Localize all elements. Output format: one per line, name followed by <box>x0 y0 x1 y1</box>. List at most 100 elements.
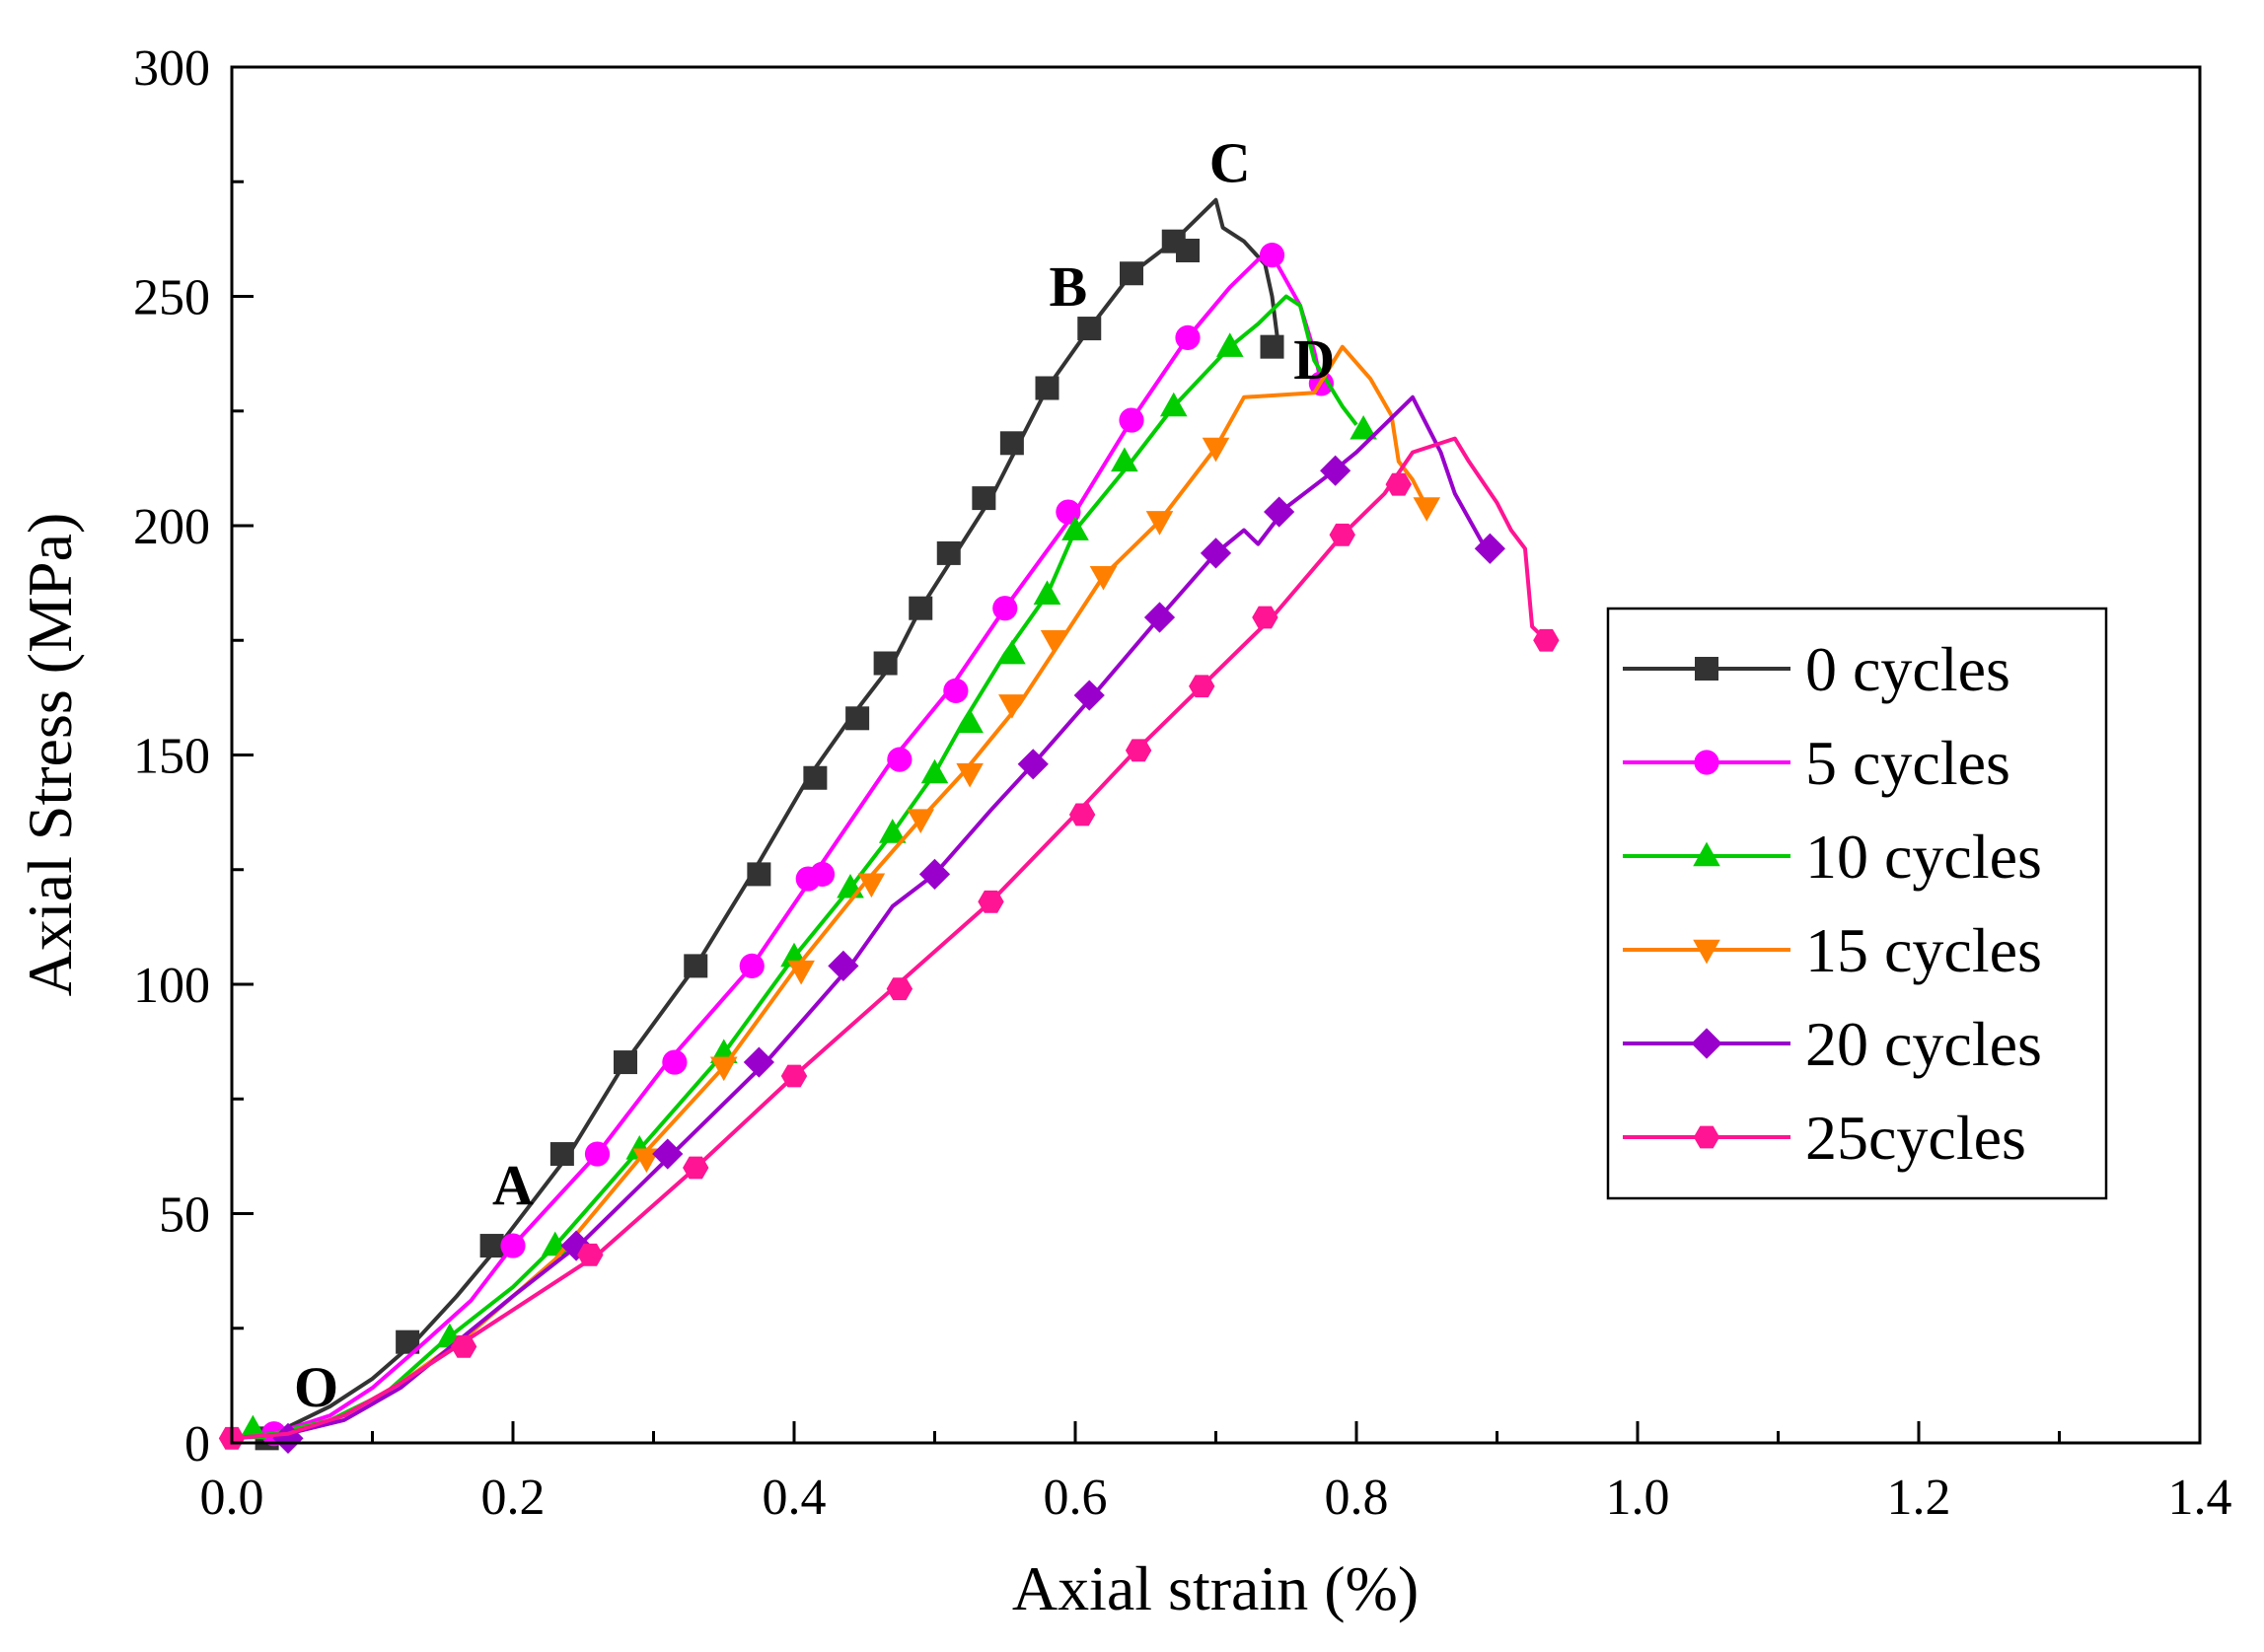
data-point <box>1200 538 1232 569</box>
data-point <box>1143 602 1176 633</box>
data-point <box>1264 496 1295 528</box>
data-point <box>920 758 949 784</box>
ticks-layer: 0.0 0.2 0.4 0.6 0.8 1.0 1.2 1.4 0 50 100 150 200 250 3… <box>133 40 2232 1526</box>
series-2 <box>231 294 1377 1441</box>
x-tick-label: 1.0 <box>1606 1470 1670 1526</box>
data-point <box>1040 630 1068 655</box>
data-point <box>992 596 1018 621</box>
data-point <box>999 431 1024 456</box>
y-tick-label: 300 <box>133 40 210 97</box>
y-axis-title: Axial Stress (MPa) <box>15 513 85 997</box>
data-point <box>1252 606 1278 629</box>
legend-marker <box>1695 657 1718 681</box>
data-point <box>1159 392 1188 417</box>
data-point <box>998 694 1026 719</box>
y-tick-label: 250 <box>133 270 210 326</box>
legend-label: 20 cycles <box>1805 1009 2042 1079</box>
data-point <box>683 1156 709 1180</box>
series-4 <box>231 395 1505 1454</box>
x-tick-label: 1.2 <box>1887 1470 1951 1526</box>
y-tick-label: 200 <box>133 499 210 555</box>
data-point <box>1385 472 1412 496</box>
data-point <box>909 596 933 620</box>
series-line <box>231 197 1281 1441</box>
data-point <box>1176 239 1200 262</box>
data-point <box>1061 516 1089 540</box>
legend-label: 0 cycles <box>1805 634 2010 704</box>
data-point <box>857 873 886 898</box>
data-point <box>684 954 708 978</box>
annotation-label: B <box>1050 254 1088 319</box>
x-tick-label: 0.6 <box>1044 1470 1108 1526</box>
x-tick-label: 0.4 <box>763 1470 827 1526</box>
legend: 0 cycles 5 cycles 10 cycles 15 cycles 20 cyc… <box>1606 607 2108 1200</box>
legend-label: 10 cycles <box>1805 822 2042 892</box>
data-point <box>809 861 836 888</box>
legend-label: 25cycles <box>1805 1103 2026 1173</box>
data-point <box>239 1414 267 1440</box>
data-point <box>1033 580 1061 605</box>
series-1 <box>231 243 1334 1447</box>
data-point <box>1068 803 1096 826</box>
data-point <box>1111 447 1138 472</box>
data-point <box>1119 407 1144 433</box>
legend-marker <box>1693 841 1720 867</box>
data-point <box>1073 680 1105 711</box>
data-point <box>1175 324 1201 350</box>
series-5 <box>218 436 1560 1450</box>
data-point <box>1035 376 1059 400</box>
data-point <box>1533 628 1560 652</box>
data-point <box>1259 243 1285 268</box>
data-point <box>549 1142 574 1167</box>
data-point <box>956 762 984 788</box>
data-point <box>956 708 984 734</box>
data-point <box>1350 414 1377 440</box>
data-point <box>500 1233 526 1258</box>
data-point <box>972 486 996 511</box>
data-point <box>743 1046 774 1078</box>
legend-marker <box>1693 939 1720 965</box>
data-point <box>614 1050 637 1075</box>
y-tick-label: 0 <box>184 1416 210 1472</box>
data-point <box>747 862 771 887</box>
x-tick-label: 1.4 <box>2168 1470 2232 1526</box>
x-axis-title: Axial strain (%) <box>1012 1553 1419 1623</box>
x-tick-label: 0.0 <box>200 1470 264 1526</box>
annotation-label: A <box>492 1153 534 1217</box>
data-point <box>787 960 815 985</box>
data-point <box>1145 511 1174 536</box>
data-point <box>577 1243 604 1266</box>
y-tick-label: 100 <box>133 958 210 1014</box>
annotations: O A B C D <box>294 130 1335 1419</box>
data-point <box>907 809 935 833</box>
data-point <box>878 819 907 843</box>
data-point <box>1413 497 1441 522</box>
data-point <box>709 1056 738 1082</box>
data-point <box>803 765 828 790</box>
data-point <box>739 953 765 979</box>
annotation-label: C <box>1209 130 1251 194</box>
data-point <box>1017 749 1049 780</box>
legend-label: 15 cycles <box>1805 915 2042 985</box>
legend-label: 5 cycles <box>1805 728 2010 798</box>
data-point <box>780 1064 808 1088</box>
data-point <box>1260 334 1284 359</box>
data-point <box>1329 523 1355 546</box>
data-point <box>845 706 870 731</box>
data-point <box>1125 739 1152 762</box>
data-point <box>886 977 913 1001</box>
data-point <box>998 639 1026 665</box>
data-point <box>1215 332 1244 357</box>
annotation-label: O <box>294 1355 338 1419</box>
data-point <box>828 950 859 981</box>
data-point <box>943 678 969 704</box>
plot-layer <box>218 197 1560 1454</box>
data-point <box>584 1141 611 1167</box>
data-point <box>1474 533 1505 564</box>
data-point <box>479 1234 504 1258</box>
legend-marker <box>1694 750 1719 775</box>
data-point <box>873 651 898 676</box>
data-point <box>887 747 913 772</box>
data-point <box>1320 455 1351 486</box>
